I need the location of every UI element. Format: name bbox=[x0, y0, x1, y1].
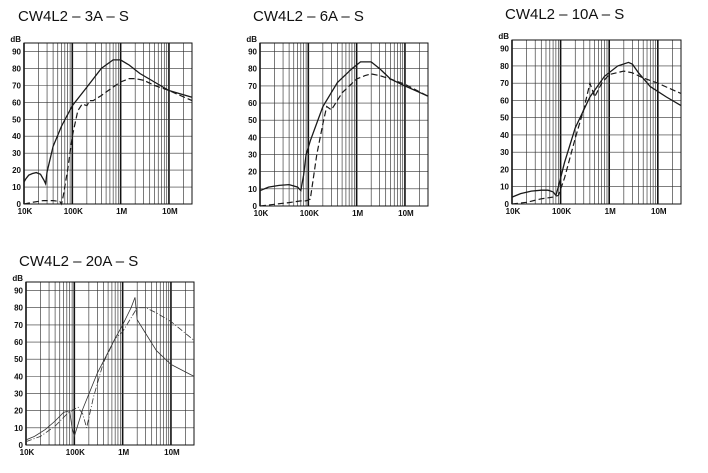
x-tick-label: 100K bbox=[552, 207, 571, 216]
x-tick-label: 10K bbox=[18, 207, 33, 216]
y-tick-label: 40 bbox=[248, 133, 257, 142]
y-tick-label: 0 bbox=[19, 441, 24, 450]
y-tick-label: 30 bbox=[500, 148, 509, 157]
series-line-1 bbox=[25, 297, 195, 441]
y-tick-label: 80 bbox=[12, 64, 21, 73]
x-tick-label: 1M bbox=[116, 207, 127, 216]
y-tick-label: 50 bbox=[14, 355, 23, 364]
y-axis-unit: dB bbox=[10, 35, 21, 44]
y-tick-label: 90 bbox=[12, 47, 21, 56]
y-tick-label: 70 bbox=[500, 79, 509, 88]
plot-frame bbox=[25, 281, 195, 446]
y-tick-label: 60 bbox=[14, 338, 23, 347]
y-tick-label: 0 bbox=[505, 200, 510, 209]
x-tick-label: 10K bbox=[20, 448, 35, 457]
x-tick-label: 10M bbox=[651, 207, 667, 216]
x-tick-label: 1M bbox=[118, 448, 129, 457]
x-tick-label: 100K bbox=[64, 207, 83, 216]
y-tick-label: 10 bbox=[14, 424, 23, 433]
series-line-1 bbox=[259, 61, 429, 193]
chart-panel-3: CW4L2 – 10A – S 0 10 20 30 40 50 60 70 80 90 dB 10K 1… bbox=[498, 6, 682, 216]
y-tick-label: 20 bbox=[500, 165, 509, 174]
y-tick-label: 30 bbox=[248, 151, 257, 160]
chart-panel-2: CW4L2 – 6A – S 0 10 20 30 40 50 60 70 80 90 dB 10K 10… bbox=[246, 8, 429, 218]
y-tick-label: 60 bbox=[248, 99, 257, 108]
x-tick-label: 10K bbox=[506, 207, 521, 216]
y-tick-label: 70 bbox=[248, 82, 257, 91]
y-tick-label: 50 bbox=[12, 115, 21, 124]
y-tick-label: 50 bbox=[248, 116, 257, 125]
y-tick-label: 10 bbox=[12, 183, 21, 192]
y-tick-label: 60 bbox=[12, 98, 21, 107]
y-tick-label: 10 bbox=[248, 185, 257, 194]
y-axis-unit: dB bbox=[12, 274, 23, 283]
x-tick-label: 10M bbox=[164, 448, 180, 457]
x-tick-label: 1M bbox=[352, 209, 363, 218]
y-tick-label: 40 bbox=[500, 131, 509, 140]
plot-frame bbox=[259, 42, 429, 207]
y-tick-label: 30 bbox=[12, 149, 21, 158]
x-tick-label: 100K bbox=[300, 209, 319, 218]
x-tick-label: 100K bbox=[66, 448, 85, 457]
chart-panel-4: CW4L2 – 20A – S 0 10 20 30 40 50 60 70 80 90 dB 10K 1… bbox=[12, 253, 195, 457]
series-line-1 bbox=[23, 59, 193, 187]
y-tick-label: 60 bbox=[500, 96, 509, 105]
y-tick-label: 70 bbox=[12, 81, 21, 90]
y-tick-label: 20 bbox=[12, 166, 21, 175]
chart-title: CW4L2 – 3A – S bbox=[18, 8, 129, 25]
y-tick-label: 10 bbox=[500, 183, 509, 192]
chart-title: CW4L2 – 10A – S bbox=[505, 6, 624, 23]
x-tick-label: 10K bbox=[254, 209, 269, 218]
plot-frame bbox=[511, 39, 682, 205]
chart-title: CW4L2 – 20A – S bbox=[19, 253, 138, 270]
y-tick-label: 40 bbox=[14, 372, 23, 381]
y-tick-label: 20 bbox=[14, 407, 23, 416]
y-tick-label: 90 bbox=[500, 45, 509, 54]
y-tick-label: 80 bbox=[500, 62, 509, 71]
chart-panel-1: CW4L2 – 3A – S 0 10 20 30 40 50 60 70 80 90 dB 10K 10… bbox=[10, 8, 193, 216]
y-tick-label: 50 bbox=[500, 114, 509, 123]
y-tick-label: 0 bbox=[17, 200, 22, 209]
series-line-2 bbox=[511, 70, 682, 205]
y-tick-label: 70 bbox=[14, 321, 23, 330]
series-line-1 bbox=[511, 61, 682, 198]
y-tick-label: 80 bbox=[248, 65, 257, 74]
chart-title: CW4L2 – 6A – S bbox=[253, 8, 364, 25]
x-tick-label: 10M bbox=[398, 209, 414, 218]
x-tick-label: 1M bbox=[605, 207, 616, 216]
y-tick-label: 40 bbox=[12, 132, 21, 141]
y-tick-label: 30 bbox=[14, 390, 23, 399]
y-tick-label: 20 bbox=[248, 168, 257, 177]
y-axis-unit: dB bbox=[246, 35, 257, 44]
x-tick-label: 10M bbox=[162, 207, 178, 216]
y-tick-label: 0 bbox=[253, 202, 258, 211]
plot-frame bbox=[23, 42, 193, 205]
y-axis-unit: dB bbox=[498, 32, 509, 41]
series-line-2 bbox=[259, 73, 429, 207]
y-tick-label: 80 bbox=[14, 304, 23, 313]
series-line-2 bbox=[25, 307, 195, 442]
series-line-2 bbox=[23, 78, 193, 206]
y-tick-label: 90 bbox=[248, 48, 257, 57]
y-tick-label: 90 bbox=[14, 287, 23, 296]
